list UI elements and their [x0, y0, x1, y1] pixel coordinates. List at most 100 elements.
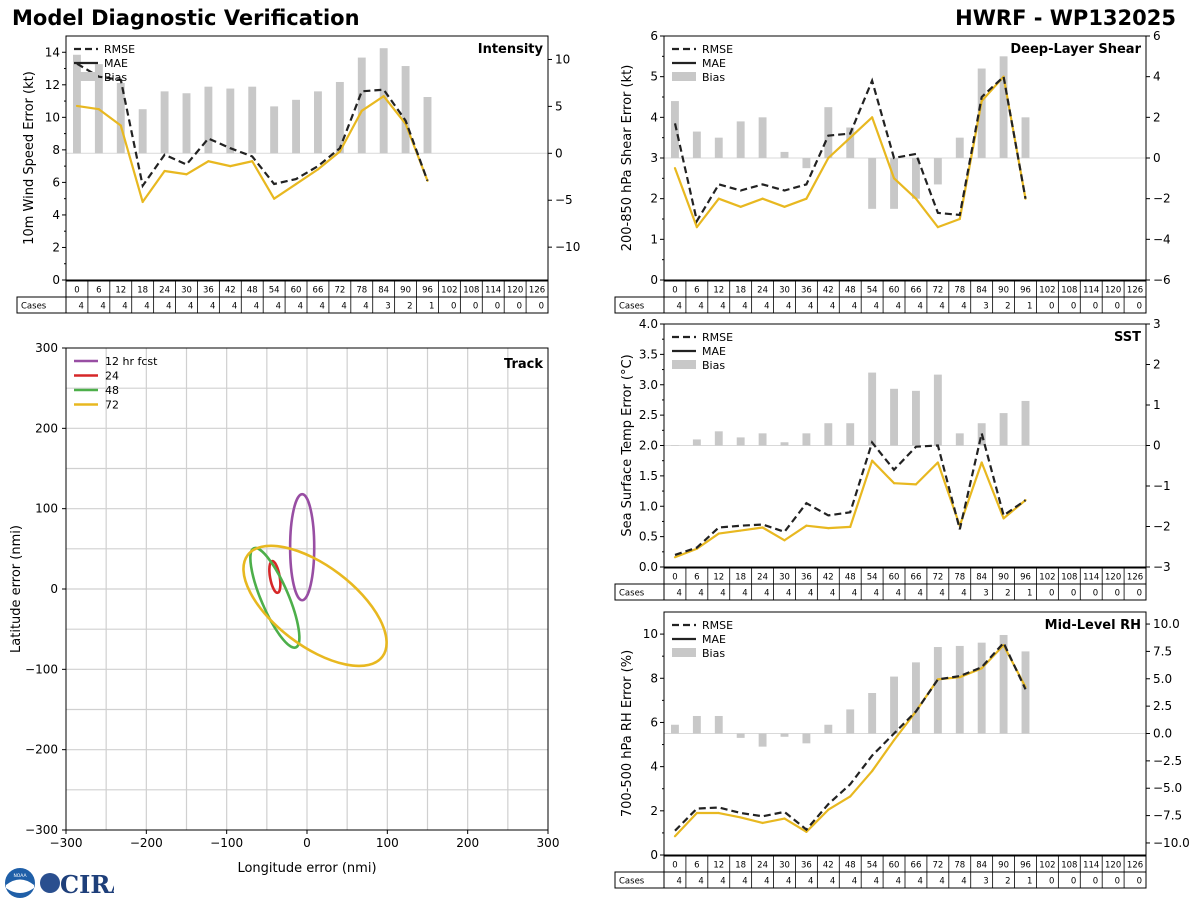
bias-bar: [780, 151, 789, 158]
y-tick-label: 200: [35, 421, 58, 435]
cases-cell: 0: [539, 302, 544, 312]
y-tick-label: 5: [650, 70, 658, 84]
mae-segment: [871, 739, 896, 773]
hour-cell: 42: [823, 861, 834, 871]
cases-cell: 1: [1027, 877, 1032, 887]
bias-bar: [955, 137, 964, 158]
bias-bar: [335, 81, 344, 154]
cases-cell: 4: [852, 302, 857, 312]
cases-label: Cases: [619, 302, 645, 312]
hour-cell: 48: [247, 286, 258, 296]
bias-bar: [933, 647, 942, 734]
bias-bar: [802, 433, 811, 446]
bias-bar: [314, 91, 322, 154]
cases-cell: 4: [808, 589, 813, 599]
hour-cell: 126: [1127, 286, 1143, 296]
bias-bar: [758, 117, 767, 158]
hour-cell: 114: [1083, 573, 1099, 583]
mae-segment: [207, 160, 232, 168]
hour-cell: 60: [889, 573, 900, 583]
cases-cell: 0: [1049, 877, 1054, 887]
bias-bar: [824, 724, 833, 734]
hour-cell: 84: [976, 861, 987, 871]
cases-cell: 0: [1049, 302, 1054, 312]
mae-segment: [783, 524, 808, 542]
panel-title: Intensity: [478, 42, 544, 57]
mae-segment: [75, 104, 100, 111]
hour-cell: 78: [954, 286, 965, 296]
mae-segment: [382, 95, 407, 125]
hour-cell: 72: [932, 573, 943, 583]
mae-segment: [761, 817, 786, 825]
hour-cell: 90: [400, 286, 411, 296]
bias-bar: [846, 423, 855, 446]
cases-cell: 0: [1093, 877, 1098, 887]
cases-cell: 1: [1027, 302, 1032, 312]
hour-cell: 12: [713, 861, 724, 871]
cases-cell: 4: [319, 302, 324, 312]
cases-cell: 4: [298, 302, 303, 312]
y2-tick-label: 2: [1153, 358, 1161, 372]
cases-cell: 4: [698, 302, 703, 312]
hour-cell: 126: [1127, 573, 1143, 583]
bias-bar: [248, 86, 257, 154]
bias-bar: [999, 413, 1008, 446]
bias-bar: [204, 86, 213, 154]
hour-cell: 30: [779, 286, 790, 296]
cases-cell: 4: [341, 302, 346, 312]
hour-cell: 0: [74, 286, 79, 296]
y-tick-label: 1: [650, 232, 658, 246]
panel-track: −300 −200 −100 0 100 200 300 −300 −200 −100 0 100 20…: [9, 341, 559, 876]
legend-bias-label: Bias: [702, 359, 725, 372]
y2-tick-label: 4: [1153, 70, 1161, 84]
cases-row: [614, 871, 1147, 889]
y-tick-label: 2: [52, 240, 60, 254]
mae-segment: [673, 547, 698, 559]
cases-cell: 3: [983, 302, 988, 312]
y-tick-label: 14: [45, 45, 60, 59]
hour-cell: 0: [672, 286, 677, 296]
legend-bias-label: Bias: [702, 647, 725, 660]
x-tick-label: −100: [210, 836, 243, 850]
figure-title: Model Diagnostic Verification: [12, 6, 360, 30]
cases-cell: 0: [1071, 302, 1076, 312]
bias-bar: [379, 48, 388, 154]
cases-table: 0 6 12 18 24 30 36 42 48 54 60 66 72 78 84 90 96 102 108 11…: [614, 280, 1147, 314]
y-tick-label: 4: [650, 760, 658, 774]
mae-segment: [980, 461, 1005, 520]
cases-cell: 4: [939, 302, 944, 312]
cases-cell: 3: [983, 877, 988, 887]
hour-cell: 90: [998, 286, 1009, 296]
hour-cell: 102: [1039, 861, 1055, 871]
mae-segment: [936, 217, 961, 229]
cases-cell: 0: [1115, 302, 1120, 312]
mae-segment: [849, 116, 874, 139]
hour-cell: 30: [779, 573, 790, 583]
cases-cell: 4: [830, 302, 835, 312]
y2-tick-label: 10.0: [1153, 617, 1180, 631]
cases-cell: 4: [961, 877, 966, 887]
mae-segment: [119, 124, 144, 204]
cases-cell: 4: [896, 302, 901, 312]
hour-cell: 6: [694, 573, 699, 583]
mae-segment: [805, 156, 830, 200]
y2-tick-label: −6: [1153, 273, 1171, 287]
hour-cell: 90: [998, 861, 1009, 871]
bias-bar: [912, 662, 920, 734]
bias-bar: [868, 693, 877, 734]
hour-cell: 54: [867, 573, 878, 583]
bias-bar: [671, 445, 679, 446]
hour-cell: 12: [713, 573, 724, 583]
mae-segment: [892, 482, 918, 486]
mae-segment: [163, 169, 188, 176]
storm-id-title: HWRF - WP132025: [955, 6, 1176, 30]
hour-cell: 24: [757, 286, 768, 296]
y-tick-label: 6: [650, 29, 658, 43]
bias-bar: [714, 715, 723, 734]
cases-cell: 4: [698, 877, 703, 887]
cases-cell: 0: [1071, 589, 1076, 599]
y2-tick-label: −1: [1153, 479, 1171, 493]
cases-cell: 4: [874, 877, 879, 887]
y-tick-label: 3.0: [639, 378, 658, 392]
